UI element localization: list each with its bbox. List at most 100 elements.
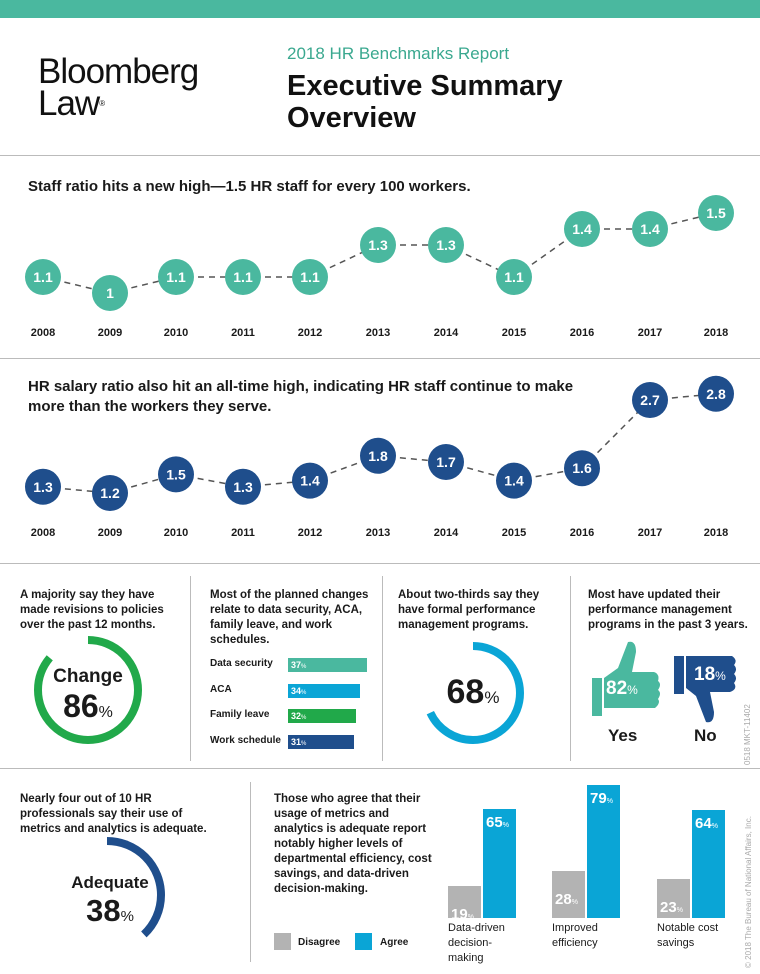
- logo-law: Law: [38, 84, 100, 123]
- bar-disagree: 19%: [448, 886, 481, 923]
- percent-sign: %: [627, 683, 638, 697]
- bar: 32%: [288, 709, 357, 723]
- staff-ratio-title: Staff ratio hits a new high—1.5 HR staff…: [28, 178, 471, 195]
- legend-agree-swatch: [355, 933, 372, 950]
- data-point: [632, 211, 668, 247]
- top-accent-bar: [0, 0, 760, 18]
- data-label: 1.8: [368, 448, 388, 464]
- performance-donut: [422, 642, 524, 744]
- data-label: 1.3: [233, 479, 253, 495]
- adequate-label: Adequate: [71, 873, 149, 892]
- percent-sign: %: [301, 664, 307, 670]
- logo-line1: Bloomberg: [38, 52, 199, 91]
- data-label: 1.1: [166, 269, 186, 285]
- bloomberg-law-logo: Bloomberg Law®: [38, 52, 199, 123]
- bar-disagree: 23%: [657, 879, 690, 918]
- bar-category-label: Notable cost savings: [657, 922, 719, 949]
- data-label: 1.1: [233, 269, 253, 285]
- year-tick-label: 2015: [502, 327, 526, 339]
- data-label: 1.1: [504, 269, 524, 285]
- data-point: [698, 375, 734, 412]
- data-point: [496, 259, 532, 295]
- divider: [382, 576, 383, 761]
- data-point: [225, 259, 261, 295]
- year-tick-label: 2011: [231, 527, 255, 539]
- legend-agree-label: Agree: [380, 937, 409, 948]
- data-label: 1.4: [572, 221, 592, 237]
- bar: 34%: [288, 683, 361, 698]
- bar-value-label: 31: [291, 736, 302, 747]
- data-label: 1.5: [706, 205, 726, 221]
- year-tick-label: 2014: [434, 327, 459, 339]
- data-point: [428, 227, 464, 263]
- data-point: [360, 437, 396, 474]
- logo-line2: Law®: [38, 84, 105, 123]
- bar-value-label: 64: [695, 815, 712, 833]
- percent-sign: %: [301, 715, 307, 721]
- data-point: [158, 259, 194, 295]
- data-point: [92, 475, 128, 511]
- divider: [0, 358, 760, 359]
- year-tick-label: 2017: [638, 527, 662, 539]
- legend-disagree-label: Disagree: [298, 937, 341, 948]
- bar: 37%: [288, 658, 367, 672]
- data-label: 1.4: [640, 221, 660, 237]
- percent-sign: %: [301, 740, 307, 747]
- data-point: [25, 259, 61, 295]
- year-tick-label: 2012: [298, 327, 322, 339]
- bar-value-label: 32: [291, 711, 302, 721]
- change-value: 86%: [30, 688, 146, 725]
- bar-category-label: ACA: [210, 683, 232, 695]
- bar-category-label: Family leave: [210, 709, 270, 720]
- year-tick-label: 2012: [298, 527, 322, 539]
- divider: [190, 576, 191, 761]
- year-tick-label: 2015: [502, 527, 526, 539]
- data-label: 1.2: [100, 485, 120, 501]
- percent-sign: %: [467, 914, 474, 922]
- copyright: © 2018 The Bureau of National Affairs, I…: [744, 816, 753, 968]
- percent-sign: %: [98, 704, 113, 721]
- data-point: [292, 259, 328, 295]
- divider: [570, 576, 571, 761]
- data-point: [360, 227, 396, 263]
- data-label: 1.3: [436, 237, 456, 253]
- year-tick-label: 2010: [164, 327, 188, 339]
- bar-value-label: 19: [451, 906, 468, 924]
- data-point: [292, 462, 328, 499]
- data-point: [428, 444, 464, 480]
- year-tick-label: 2009: [98, 527, 122, 539]
- bar-category-label: Data security: [210, 658, 273, 669]
- percent-sign: %: [502, 821, 509, 829]
- year-tick-label: 2016: [570, 527, 594, 539]
- change-donut: [34, 636, 142, 744]
- data-label: 1.3: [368, 237, 388, 253]
- bar-value-label: 65: [486, 813, 503, 831]
- policies-text: A majority say they have made revisions …: [20, 589, 164, 631]
- bar-agree: 79%: [587, 785, 620, 918]
- no-value: 18%: [694, 664, 726, 686]
- data-point: [564, 450, 600, 487]
- performance-arc: [422, 642, 524, 744]
- divider: [0, 768, 760, 769]
- year-tick-label: 2013: [366, 527, 390, 539]
- percent-sign: %: [711, 823, 718, 831]
- performance-number: 68: [446, 673, 485, 711]
- legend-disagree-swatch: [274, 933, 291, 950]
- percent-sign: %: [606, 798, 613, 806]
- year-tick-label: 2016: [570, 327, 594, 339]
- bar-agree: 64%: [692, 810, 725, 918]
- thumbs-down-icon: [674, 656, 736, 723]
- bar-agree: 65%: [483, 808, 516, 918]
- year-tick-label: 2013: [366, 327, 390, 339]
- page-title: Executive Summary Overview: [287, 70, 563, 134]
- change-arc: [34, 636, 142, 744]
- year-tick-label: 2017: [638, 327, 662, 339]
- year-tick-label: 2014: [434, 527, 459, 539]
- data-point: [225, 468, 261, 505]
- data-label: 1.1: [33, 269, 53, 285]
- year-tick-label: 2011: [231, 327, 255, 339]
- salary-ratio-title: HR salary ratio also hit an all-time hig…: [28, 378, 574, 415]
- bar-value-label: 34: [291, 685, 302, 696]
- yes-number: 82: [606, 678, 628, 699]
- data-label: 1.5: [166, 466, 186, 482]
